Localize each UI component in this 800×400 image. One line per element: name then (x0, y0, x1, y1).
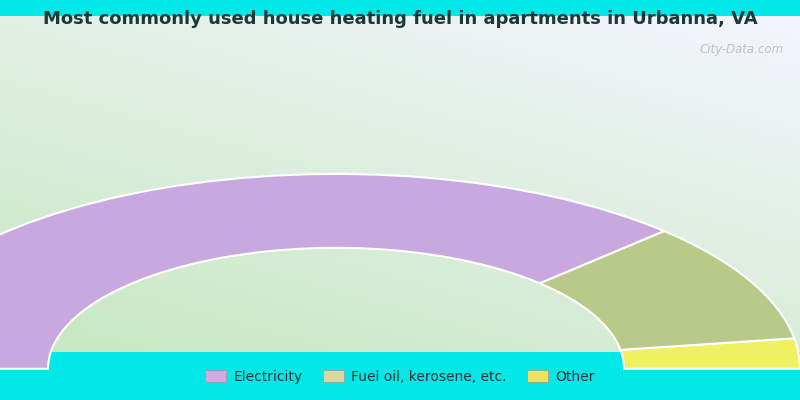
Wedge shape (0, 174, 664, 369)
Text: City-Data.com: City-Data.com (700, 43, 784, 56)
Wedge shape (621, 338, 800, 369)
Legend: Electricity, Fuel oil, kerosene, etc., Other: Electricity, Fuel oil, kerosene, etc., O… (200, 364, 600, 389)
Text: Most commonly used house heating fuel in apartments in Urbanna, VA: Most commonly used house heating fuel in… (42, 10, 758, 28)
Wedge shape (540, 231, 794, 350)
